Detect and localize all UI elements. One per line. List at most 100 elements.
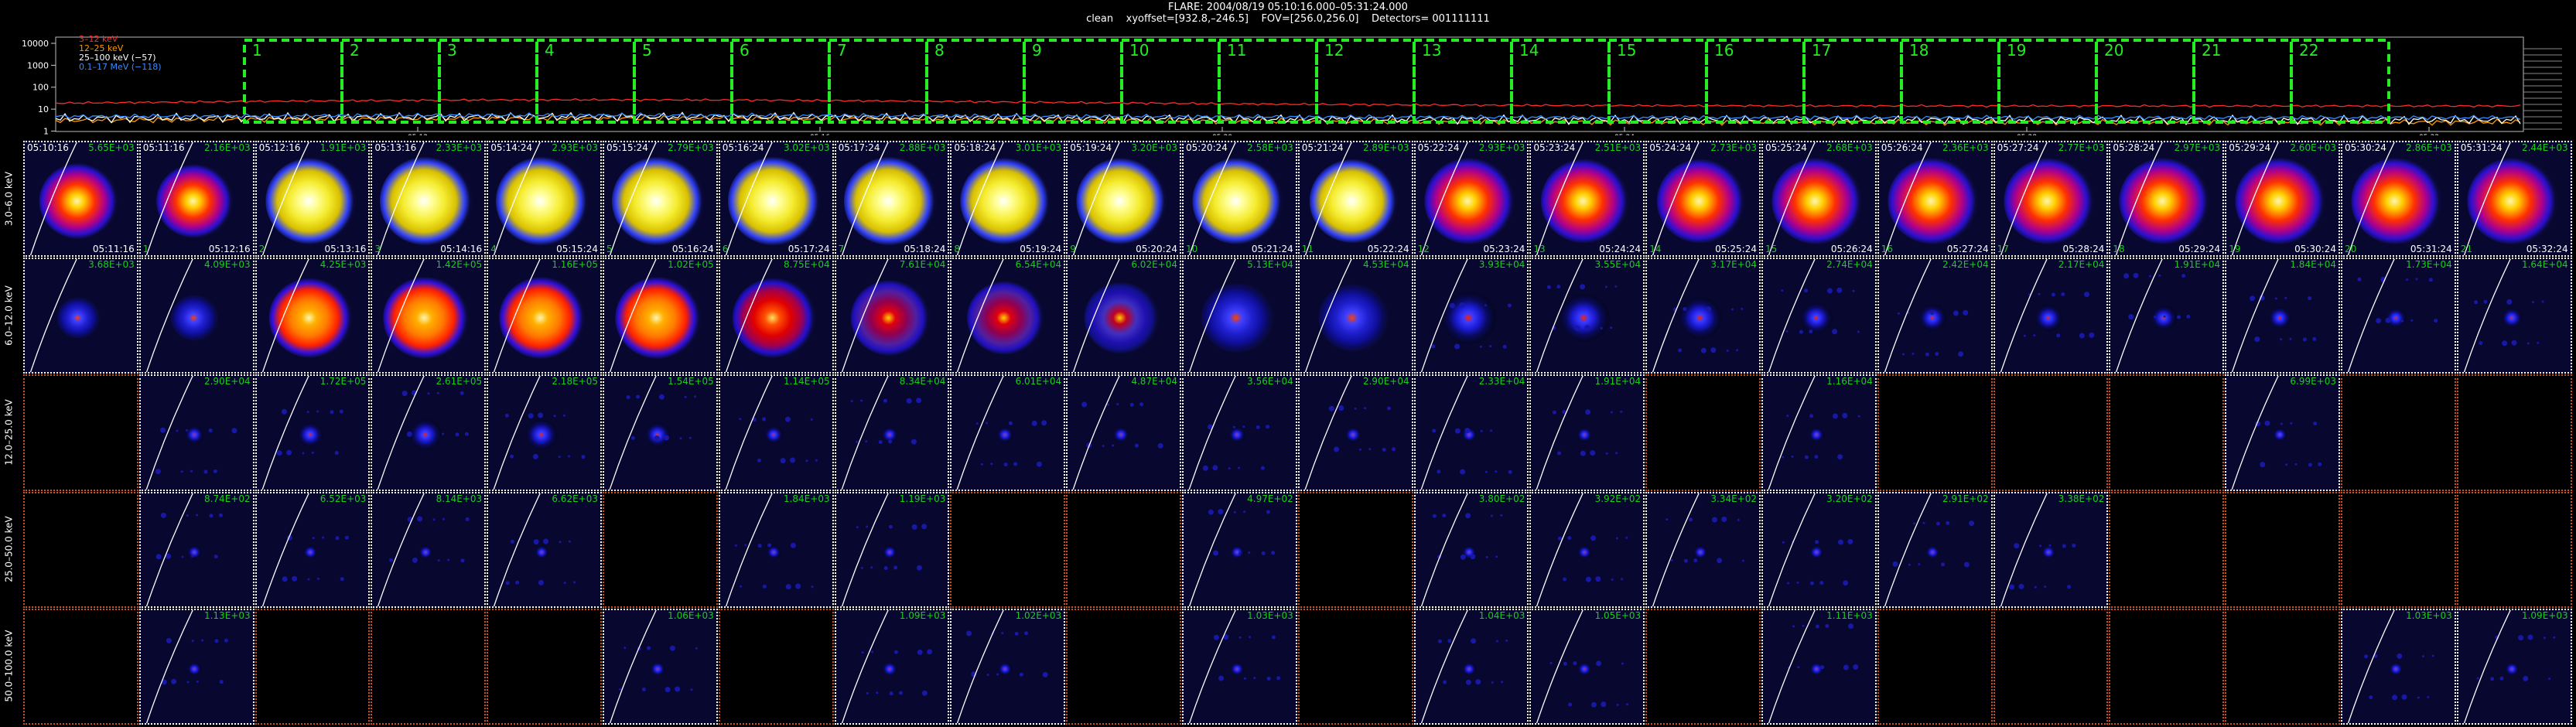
flare-source [1560, 294, 1610, 342]
image-max-value: 1.02E+03 [1015, 609, 1062, 621]
image-max-value: 5.65E+03 [88, 142, 135, 153]
interval-end-time: 05:19:24 [1020, 244, 1062, 255]
noise-speckle [1857, 330, 1860, 333]
image-plot [257, 610, 369, 723]
noise-speckle [906, 398, 912, 404]
image-cell: 05:25:24 2.68E+03 15 05:26:24 [1761, 141, 1877, 258]
image-plot [2347, 142, 2441, 256]
image-max-value: 8.34E+04 [899, 376, 946, 387]
noise-speckle [1338, 405, 1344, 411]
flare-source [1679, 297, 1723, 339]
solar-limb [1768, 609, 1816, 723]
noise-speckle [647, 646, 651, 650]
solar-limb [145, 609, 193, 723]
noise-speckle [2290, 422, 2293, 425]
noise-speckle [1852, 289, 1855, 292]
noise-speckle [1243, 677, 1246, 680]
noise-speckle [176, 429, 179, 432]
solar-limb [2463, 142, 2511, 256]
image-cell: 1.05E+03 [1529, 608, 1645, 725]
image-cell: 2.42E+04 [1877, 258, 1993, 374]
flare-source [1801, 302, 1833, 333]
image-plot [1768, 493, 1853, 606]
noise-speckle [573, 581, 576, 584]
noise-speckle [1004, 462, 1009, 467]
noise-speckle [2186, 315, 2191, 319]
noise-speckle [543, 538, 549, 544]
flare-source [383, 277, 470, 360]
noise-speckle [1460, 554, 1466, 560]
flare-source [2269, 307, 2292, 329]
image-plot [1420, 493, 1502, 606]
noise-speckle [2260, 462, 2266, 468]
image-cell [1066, 608, 1181, 725]
image-max-value: 2.60E+03 [2290, 142, 2336, 153]
interval-box [1315, 39, 1416, 124]
noise-speckle [2373, 654, 2378, 658]
noise-speckle [2280, 338, 2283, 341]
image-cell [23, 491, 138, 608]
image-max-value: 2.73E+03 [1710, 142, 1757, 153]
flare-source [1577, 545, 1592, 559]
solar-limb [29, 142, 77, 256]
interval-box [1607, 39, 1708, 124]
image-plot [2342, 376, 2455, 489]
solar-limb [725, 259, 773, 373]
noise-speckle [2527, 634, 2533, 640]
noise-speckle [2501, 340, 2507, 346]
interval-end-time: 05:20:24 [1136, 244, 1177, 255]
noise-speckle [191, 639, 194, 642]
noise-speckle [1815, 539, 1819, 544]
flare-source [2386, 308, 2407, 328]
image-plot [2458, 376, 2571, 489]
interval-box [828, 39, 928, 124]
image-max-value: 8.14E+03 [436, 493, 483, 504]
noise-speckle [619, 688, 622, 691]
noise-speckle [1666, 517, 1669, 521]
noise-speckle [1469, 553, 1475, 559]
noise-speckle [1782, 541, 1785, 544]
noise-speckle [1001, 631, 1004, 634]
flare-source [882, 661, 897, 677]
noise-speckle [1626, 703, 1629, 706]
interval-end-time: 05:13:16 [324, 244, 367, 255]
noise-speckle [538, 579, 545, 585]
image-plot [609, 142, 705, 256]
image-cell: 4.53E+04 [1297, 258, 1413, 374]
noise-speckle [805, 459, 808, 462]
image-plot [1188, 609, 1281, 723]
noise-speckle [1485, 555, 1488, 558]
solar-limb [261, 142, 309, 256]
noise-speckle [859, 399, 863, 402]
image-plot [1884, 259, 1969, 373]
noise-speckle [744, 543, 747, 546]
noise-speckle [1625, 536, 1628, 539]
interval-end-time: 05:23:24 [1483, 244, 1525, 255]
noise-speckle [1484, 304, 1487, 307]
noise-speckle [1490, 514, 1493, 517]
noise-speckle [2364, 654, 2369, 659]
noise-speckle [1912, 353, 1915, 356]
noise-speckle [1721, 516, 1727, 522]
solar-limb [1768, 376, 1816, 490]
interval-label: 2 [350, 41, 360, 60]
image-max-value: 1.03E+03 [1247, 609, 1293, 621]
solar-limb [2000, 142, 2048, 256]
noise-speckle [334, 451, 339, 456]
noise-speckle [417, 516, 423, 522]
noise-speckle [1249, 636, 1252, 639]
noise-speckle [1617, 703, 1620, 706]
image-cell: 2.61E+05 [371, 374, 487, 491]
image-max-value: 2.58E+03 [1247, 142, 1293, 153]
image-cell: 1.73E+04 [2341, 258, 2456, 374]
image-plot [1536, 609, 1629, 723]
image-max-value: 2.91E+02 [1942, 493, 1989, 504]
image-max-value: 2.93E+03 [1478, 142, 1525, 153]
noise-speckle [2079, 333, 2085, 339]
flare-source [187, 545, 202, 559]
noise-speckle [762, 584, 767, 589]
solar-limb [609, 142, 657, 256]
noise-speckle [2428, 278, 2433, 282]
image-plot [2226, 610, 2339, 723]
interval-end-time: 05:28:24 [2062, 244, 2105, 255]
